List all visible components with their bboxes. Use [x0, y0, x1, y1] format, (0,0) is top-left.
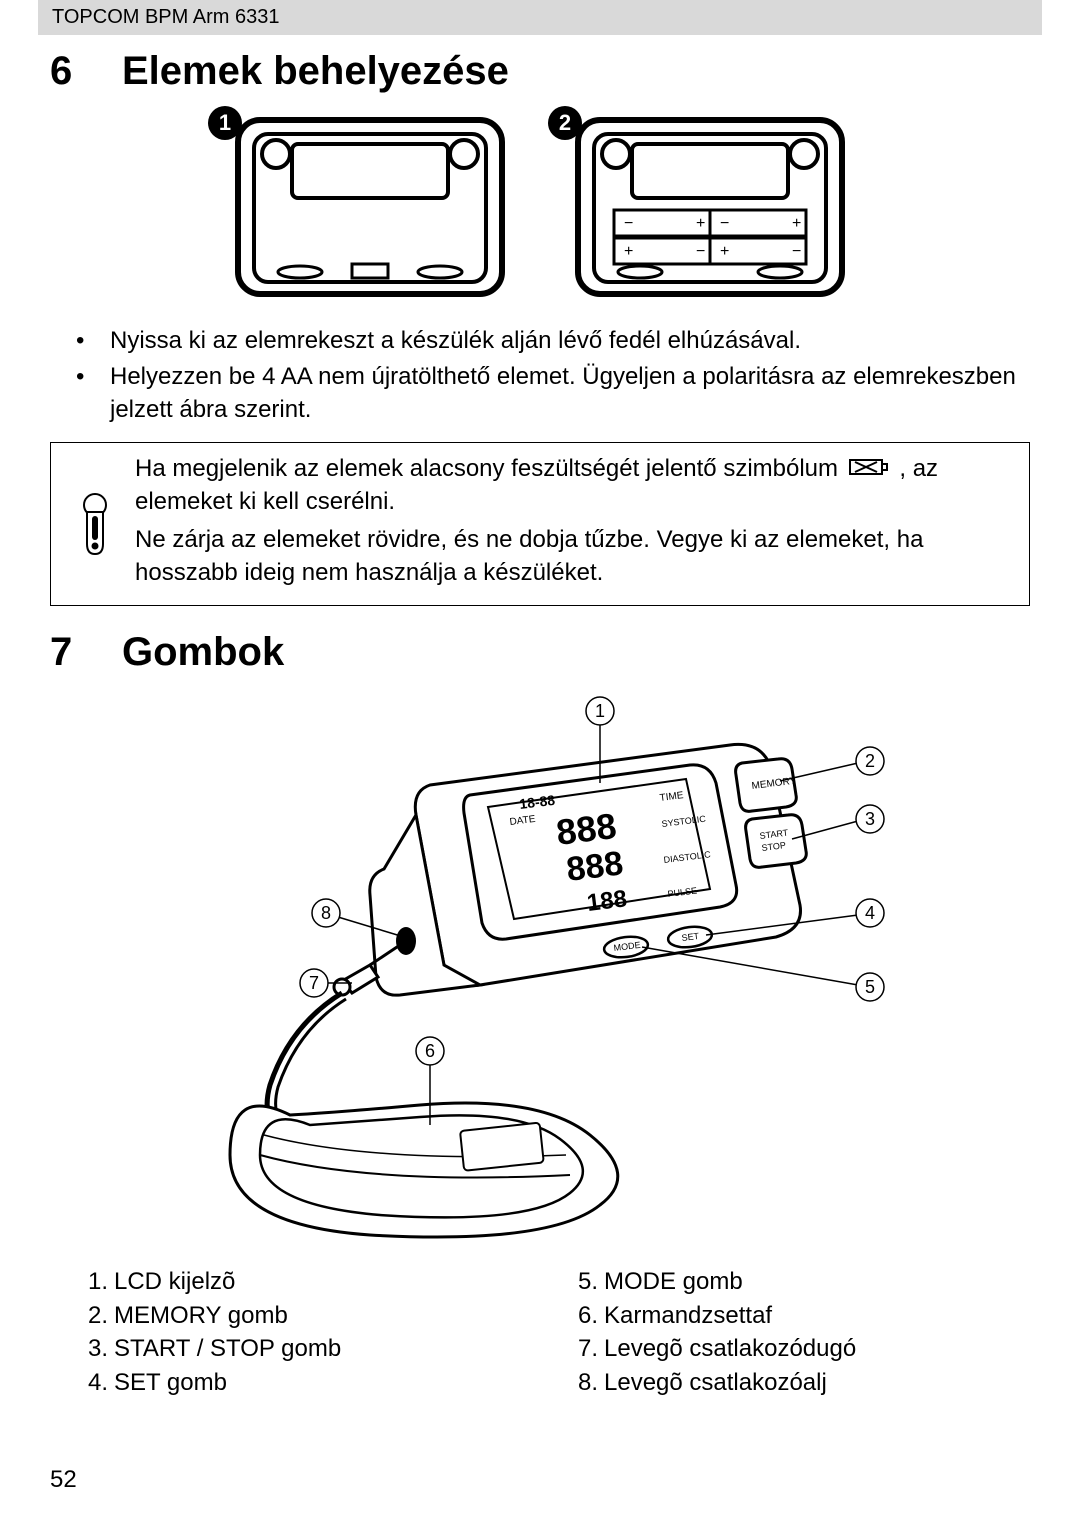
figure-badge-2: 2	[548, 106, 582, 140]
legend-item: 6.Karmandzsettaf	[568, 1299, 1030, 1333]
svg-text:−: −	[792, 243, 801, 260]
battery-cover-closed-icon	[230, 112, 510, 302]
product-name: TOPCOM BPM Arm 6331	[52, 6, 279, 28]
battery-cover-open-icon: − + − + + − + −	[570, 112, 850, 302]
section6-title: Elemek behelyezése	[122, 49, 509, 94]
bpm-device-icon: DATE TIME SYSTOLIC DIASTOLIC PULSE 888 8…	[170, 685, 910, 1255]
svg-text:5: 5	[865, 977, 875, 997]
section6-number: 6	[50, 49, 122, 94]
figure-badge-1: 1	[208, 106, 242, 140]
low-battery-icon	[849, 454, 889, 486]
legend-item: 3.START / STOP gomb	[78, 1332, 540, 1366]
svg-text:−: −	[696, 243, 705, 260]
note-p1a: Ha megjelenik az elemek alacsony feszült…	[135, 455, 845, 482]
svg-text:+: +	[696, 215, 705, 232]
header-bar: TOPCOM BPM Arm 6331	[38, 0, 1042, 35]
bullet-item: Helyezzen be 4 AA nem újratölthető eleme…	[110, 361, 1030, 426]
figure-1: 1	[230, 112, 510, 307]
svg-text:4: 4	[865, 903, 875, 923]
bullet-item: Nyissa ki az elemrekeszt a készülék aljá…	[110, 325, 1030, 357]
section6-bullets: Nyissa ki az elemrekeszt a készülék aljá…	[50, 325, 1030, 426]
svg-text:+: +	[720, 243, 729, 260]
legend-item: 1.LCD kijelzõ	[78, 1265, 540, 1299]
battery-figures: 1 2 − + − + +	[50, 112, 1030, 307]
legend-item: 2.MEMORY gomb	[78, 1299, 540, 1333]
svg-text:6: 6	[425, 1041, 435, 1061]
legend-item: 7.Levegõ csatlakozódugó	[568, 1332, 1030, 1366]
svg-text:2: 2	[865, 751, 875, 771]
legend-item: 4.SET gomb	[78, 1366, 540, 1400]
note-p2: Ne zárja az elemeket rövidre, és ne dobj…	[135, 524, 1017, 589]
svg-text:1: 1	[595, 701, 605, 721]
svg-text:+: +	[624, 243, 633, 260]
legend-item: 8.Levegõ csatlakozóalj	[568, 1366, 1030, 1400]
caution-text: Ha megjelenik az elemek alacsony feszült…	[125, 453, 1017, 595]
legend-col-left: 1.LCD kijelzõ 2.MEMORY gomb 3.START / ST…	[50, 1265, 540, 1399]
svg-text:188: 188	[585, 885, 628, 917]
legend-item: 5.MODE gomb	[568, 1265, 1030, 1299]
caution-box: Ha megjelenik az elemek alacsony feszült…	[50, 442, 1030, 606]
svg-text:888: 888	[564, 844, 625, 889]
section6-heading: 6 Elemek behelyezése	[50, 49, 1030, 94]
svg-text:−: −	[720, 215, 729, 232]
section7-title: Gombok	[122, 630, 284, 675]
device-diagram: DATE TIME SYSTOLIC DIASTOLIC PULSE 888 8…	[50, 685, 1030, 1255]
svg-text:7: 7	[309, 973, 319, 993]
caution-icon	[65, 492, 125, 556]
figure-2: 2 − + − + + − + −	[570, 112, 850, 307]
legend-col-right: 5.MODE gomb 6.Karmandzsettaf 7.Levegõ cs…	[540, 1265, 1030, 1399]
section7-heading: 7 Gombok	[50, 630, 1030, 675]
svg-text:−: −	[624, 215, 633, 232]
svg-text:8: 8	[321, 903, 331, 923]
legend: 1.LCD kijelzõ 2.MEMORY gomb 3.START / ST…	[50, 1265, 1030, 1399]
page-number: 52	[50, 1466, 77, 1494]
section7-number: 7	[50, 630, 122, 675]
svg-text:3: 3	[865, 809, 875, 829]
svg-text:+: +	[792, 215, 801, 232]
